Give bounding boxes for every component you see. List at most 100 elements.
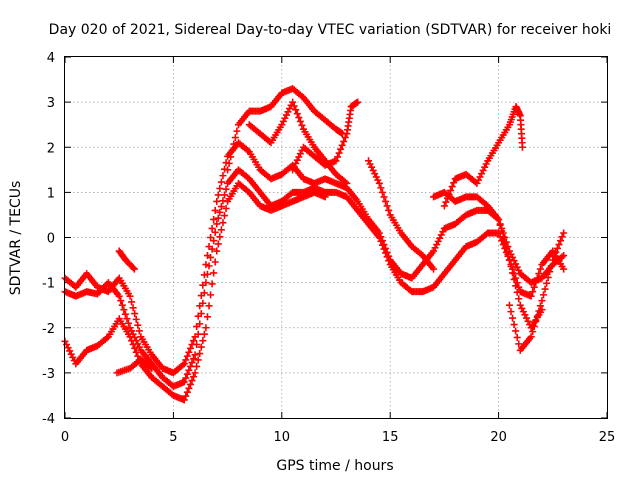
data-point (194, 356, 202, 364)
data-point (557, 237, 565, 245)
data-point (202, 324, 210, 332)
data-point (225, 159, 233, 167)
data-point (293, 110, 301, 118)
data-point (130, 265, 138, 273)
data-point (213, 197, 221, 205)
data-point (191, 333, 199, 341)
data-point (123, 315, 131, 323)
data-point (298, 121, 306, 129)
data-point (200, 271, 208, 279)
data-point (197, 292, 205, 300)
data-point (332, 157, 340, 165)
data-point (183, 370, 191, 378)
data-point (505, 256, 513, 264)
data-point (375, 229, 383, 237)
data-point (205, 302, 213, 310)
data-point (450, 179, 458, 187)
data-point (440, 202, 448, 210)
data-point (126, 292, 134, 300)
data-point (292, 106, 300, 114)
data-point (182, 356, 190, 364)
data-point (186, 362, 194, 370)
data-point (217, 178, 225, 186)
series-track-6 (224, 85, 347, 174)
data-point (295, 114, 303, 122)
y-axis-title: SDTVAR / TECUs (8, 181, 24, 296)
data-point (197, 343, 205, 351)
y-tick-label: 0 (47, 232, 55, 247)
data-point (196, 350, 204, 358)
data-point (221, 191, 229, 199)
y-tick-label: 2 (47, 141, 55, 156)
data-point (338, 141, 346, 149)
y-tick-label: 3 (47, 96, 55, 111)
data-point (515, 295, 523, 303)
data-point (509, 265, 517, 273)
data-point (296, 117, 304, 125)
data-point (224, 166, 232, 174)
data-point (180, 396, 188, 404)
data-point (190, 355, 198, 363)
data-point (354, 98, 362, 106)
data-point (536, 302, 544, 310)
data-point (495, 215, 503, 223)
data-point (377, 184, 385, 192)
data-point (499, 233, 507, 241)
data-point (502, 244, 510, 252)
data-point (216, 208, 224, 216)
data-point (219, 219, 227, 227)
data-point (185, 366, 193, 374)
data-point (553, 244, 561, 252)
data-point (546, 268, 554, 276)
data-point (518, 143, 526, 151)
data-point (188, 359, 196, 367)
data-point (217, 203, 225, 211)
data-point (210, 269, 218, 277)
data-point (533, 312, 541, 320)
data-point (530, 283, 538, 291)
data-point (529, 288, 537, 296)
series-track-11 (430, 188, 568, 300)
data-point (447, 186, 455, 194)
series-track-7 (245, 98, 351, 187)
data-point (207, 234, 215, 241)
data-point (496, 221, 504, 229)
data-point (383, 248, 391, 256)
data-point (515, 283, 523, 291)
y-tick-label: 1 (47, 186, 55, 201)
data-point (128, 298, 136, 306)
data-point (117, 297, 125, 305)
data-point (213, 247, 221, 255)
data-point (180, 378, 188, 386)
series-track-8 (289, 98, 362, 174)
data-point (505, 301, 513, 309)
data-point (544, 273, 552, 281)
data-point (199, 337, 207, 345)
data-point (448, 183, 456, 191)
y-tick-label: -1 (42, 277, 55, 292)
data-point (126, 333, 134, 341)
data-point (148, 364, 156, 372)
data-point (378, 188, 386, 196)
x-tick-label: 5 (169, 430, 177, 445)
data-point (558, 233, 566, 241)
data-point (186, 380, 194, 388)
data-point (529, 328, 537, 336)
data-point (134, 321, 142, 329)
data-point (560, 265, 568, 273)
data-point (383, 202, 391, 210)
data-point (509, 314, 517, 322)
data-point (121, 310, 129, 318)
data-point (129, 304, 137, 312)
data-point (208, 280, 216, 288)
data-point (540, 291, 548, 299)
data-point (382, 244, 390, 252)
data-point (196, 302, 204, 310)
data-point (188, 341, 196, 349)
data-point (191, 351, 199, 359)
series-track-4 (115, 247, 138, 273)
axis-ticks: 0 5 10 15 20 25 -4 -3 -2 -1 0 1 2 3 4 (42, 51, 615, 445)
data-point (188, 377, 196, 385)
data-point (231, 134, 239, 142)
x-tick-label: 0 (61, 430, 69, 445)
